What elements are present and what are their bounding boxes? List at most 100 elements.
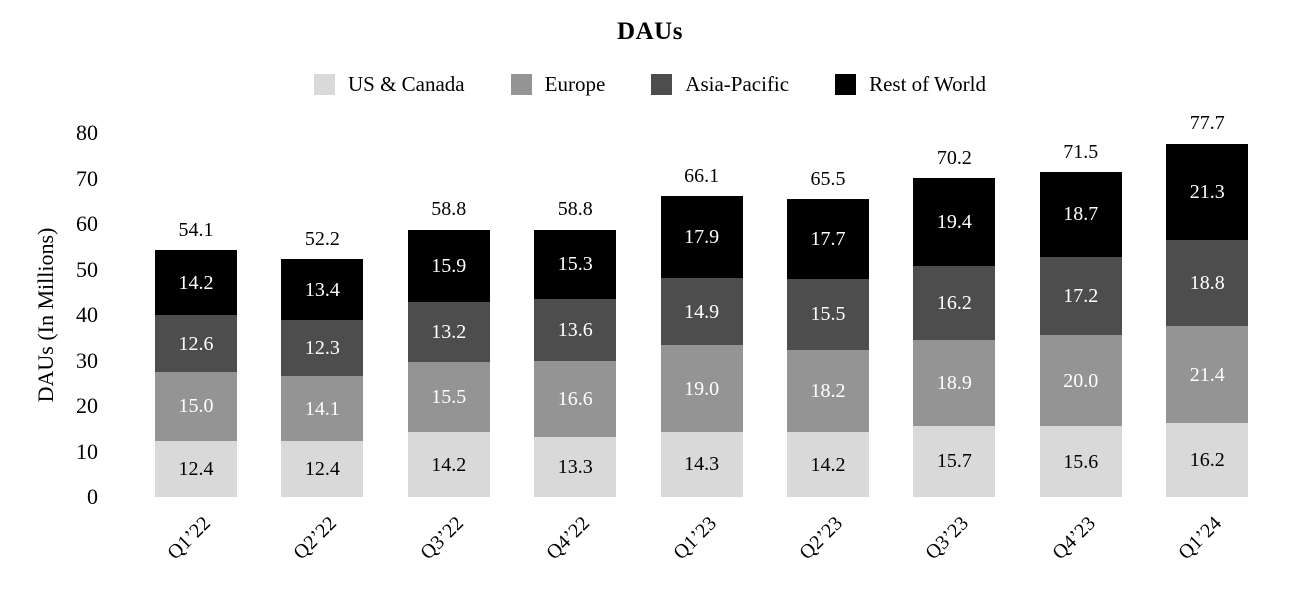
bar-total-label: 58.8 bbox=[431, 198, 467, 221]
bar-total-label: 65.5 bbox=[810, 167, 846, 190]
europe-segment: 18.9 bbox=[913, 339, 996, 426]
rest-of-world-segment: 18.7 bbox=[1039, 171, 1122, 257]
rest-of-world-segment: 15.9 bbox=[407, 229, 490, 302]
europe-segment: 20.0 bbox=[1039, 335, 1122, 426]
segment-value-label: 18.7 bbox=[1063, 203, 1099, 226]
y-tick-label: 70 bbox=[76, 165, 98, 191]
y-tick-label: 40 bbox=[76, 302, 98, 327]
segment-value-label: 19.4 bbox=[936, 210, 972, 233]
x-tick-label: Q3’22 bbox=[415, 512, 468, 564]
europe-segment: 15.0 bbox=[155, 372, 237, 441]
europe-segment: 15.5 bbox=[407, 361, 490, 433]
europe-segment: 14.1 bbox=[281, 376, 364, 441]
segment-value-label: 14.2 bbox=[178, 271, 214, 294]
us-canada-segment: 13.3 bbox=[534, 436, 617, 497]
legend-label: Rest of World bbox=[869, 72, 987, 96]
europe-segment: 19.0 bbox=[660, 345, 743, 432]
segment-value-label: 12.4 bbox=[178, 457, 214, 480]
segment-value-label: 15.5 bbox=[810, 303, 846, 326]
segment-value-label: 18.2 bbox=[810, 380, 846, 402]
bar-q1-23: 17.9 14.9 19.0 14.3 bbox=[660, 196, 743, 497]
x-tick-label: Q2’22 bbox=[289, 512, 342, 564]
segment-value-label: 17.7 bbox=[810, 227, 846, 250]
segment-value-label: 15.9 bbox=[431, 254, 467, 277]
y-tick-label: 0 bbox=[87, 484, 98, 509]
bar-total-label: 52.2 bbox=[304, 228, 340, 251]
bar-q4-23: 18.7 17.2 20.0 15.6 bbox=[1039, 171, 1122, 497]
y-tick-label: 10 bbox=[76, 438, 98, 464]
bar-q4-22: 15.3 13.6 16.6 13.3 bbox=[534, 229, 617, 497]
segment-value-label: 12.4 bbox=[304, 457, 340, 480]
segment-value-label: 16.2 bbox=[1189, 449, 1225, 472]
us-canada-segment: 16.2 bbox=[1166, 423, 1249, 497]
segment-value-label: 14.1 bbox=[304, 397, 340, 420]
x-tick-label: Q3’23 bbox=[921, 512, 974, 564]
segment-value-label: 18.8 bbox=[1189, 272, 1225, 295]
segment-value-label: 13.6 bbox=[557, 319, 593, 342]
segment-value-label: 13.4 bbox=[304, 278, 340, 301]
asia-pacific-segment: 14.9 bbox=[660, 277, 743, 346]
bar-total-label: 66.1 bbox=[684, 165, 720, 188]
segment-value-label: 12.3 bbox=[304, 337, 340, 360]
us-canada-segment: 14.3 bbox=[660, 431, 743, 497]
segment-value-label: 20.0 bbox=[1063, 369, 1099, 392]
segment-value-label: 15.0 bbox=[178, 395, 214, 418]
europe-segment: 18.2 bbox=[787, 349, 869, 433]
legend-item-europe: Europe bbox=[510, 72, 606, 97]
x-tick-label: Q4’22 bbox=[542, 512, 595, 564]
europe-segment: 16.6 bbox=[534, 361, 617, 437]
asia-pacific-segment: 13.6 bbox=[534, 299, 617, 361]
segment-value-label: 15.5 bbox=[431, 386, 467, 409]
segment-value-label: 13.3 bbox=[557, 455, 593, 478]
x-tick-label: Q1’22 bbox=[163, 512, 215, 564]
segment-value-label: 15.6 bbox=[1063, 450, 1099, 473]
legend-label: Europe bbox=[544, 72, 606, 96]
segment-value-label: 12.6 bbox=[178, 332, 214, 355]
rest-of-world-segment: 21.3 bbox=[1166, 143, 1249, 241]
bar-q3-23: 19.4 16.2 18.9 15.7 bbox=[913, 177, 996, 497]
bar-q3-22: 15.9 13.2 15.5 14.2 bbox=[407, 229, 490, 497]
asia-pacific-segment: 13.2 bbox=[407, 301, 490, 362]
legend-swatch-asia-pacific bbox=[651, 74, 673, 95]
segment-value-label: 14.2 bbox=[431, 453, 467, 476]
bar-total-label: 70.2 bbox=[936, 146, 972, 169]
bar-total-label: 54.1 bbox=[178, 219, 214, 242]
x-tick-label: Q1’24 bbox=[1174, 512, 1227, 564]
asia-pacific-segment: 17.2 bbox=[1039, 256, 1122, 335]
x-tick-label: Q2’23 bbox=[795, 512, 847, 564]
segment-value-label: 13.2 bbox=[431, 320, 467, 343]
chart-legend: US & Canada Europe Asia-Pacific Rest of Wor… bbox=[150, 72, 1150, 97]
y-tick-label: 30 bbox=[76, 347, 98, 373]
us-canada-segment: 14.2 bbox=[407, 432, 490, 497]
legend-label: Asia-Pacific bbox=[685, 72, 790, 96]
legend-label: US & Canada bbox=[347, 72, 465, 96]
us-canada-segment: 15.7 bbox=[913, 425, 996, 497]
segment-value-label: 17.9 bbox=[684, 225, 720, 248]
y-tick-label: 50 bbox=[76, 256, 98, 282]
chart-title: DAUs bbox=[617, 18, 683, 45]
asia-pacific-segment: 12.6 bbox=[155, 315, 237, 373]
bar-q1-22: 14.2 12.6 15.0 12.4 bbox=[155, 250, 237, 497]
segment-value-label: 14.2 bbox=[810, 453, 846, 476]
legend-swatch-europe bbox=[510, 74, 532, 95]
segment-value-label: 15.7 bbox=[936, 450, 972, 473]
rest-of-world-segment: 19.4 bbox=[913, 177, 996, 266]
y-tick-label: 60 bbox=[76, 211, 98, 236]
rest-of-world-segment: 14.2 bbox=[155, 250, 237, 316]
rest-of-world-segment: 17.9 bbox=[660, 196, 743, 278]
europe-segment: 21.4 bbox=[1166, 325, 1249, 424]
segment-value-label: 18.9 bbox=[936, 371, 972, 394]
legend-swatch-us-canada bbox=[313, 74, 335, 95]
legend-swatch-rest-of-world bbox=[835, 74, 857, 95]
legend-item-asia-pacific: Asia-Pacific bbox=[651, 72, 789, 97]
bar-total-label: 58.8 bbox=[557, 198, 593, 221]
asia-pacific-segment: 15.5 bbox=[787, 279, 869, 350]
asia-pacific-segment: 18.8 bbox=[1166, 240, 1249, 326]
y-tick-label: 80 bbox=[76, 120, 98, 145]
segment-value-label: 21.3 bbox=[1189, 180, 1225, 203]
segment-value-label: 16.6 bbox=[557, 387, 593, 410]
segment-value-label: 14.3 bbox=[684, 453, 720, 476]
segment-value-label: 17.2 bbox=[1063, 284, 1099, 307]
segment-value-label: 15.3 bbox=[557, 253, 593, 276]
